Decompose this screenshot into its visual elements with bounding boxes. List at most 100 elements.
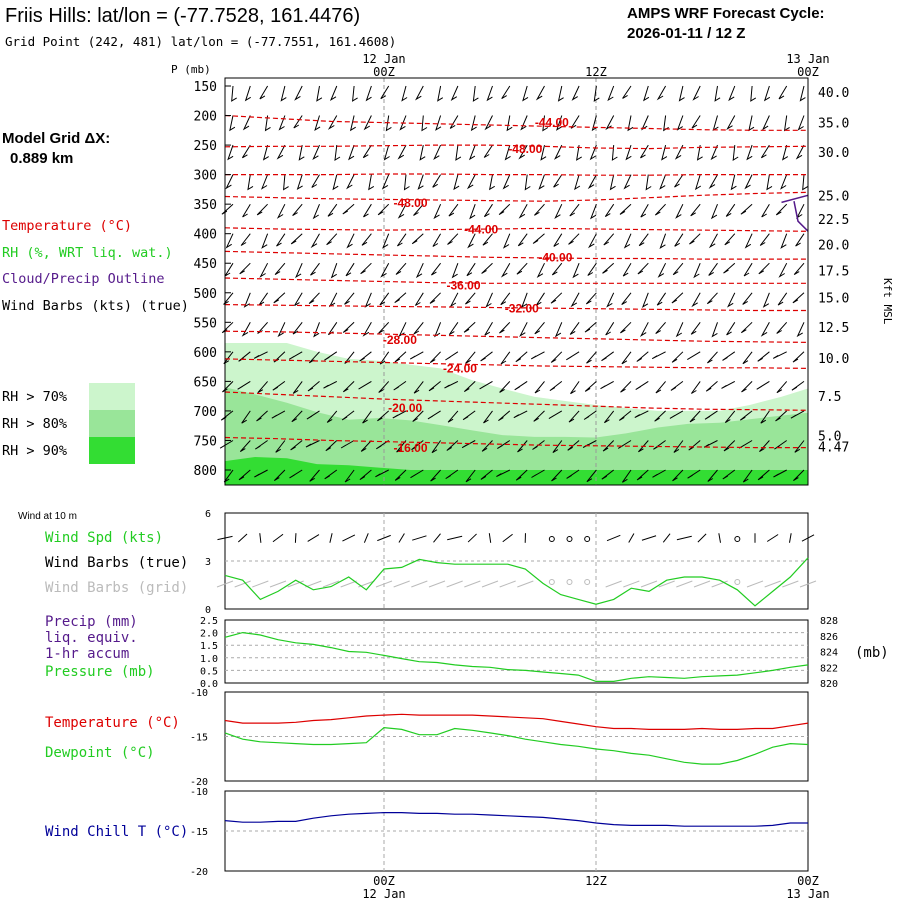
wind-barb [499,381,511,393]
wind-barb [362,410,372,424]
grid-dx-label: Model Grid ΔX: [2,130,110,147]
precip-tick-label: 0.5 [200,666,218,677]
wind-barb-grid [252,580,269,588]
wind-barb-grid [517,580,534,588]
wind-barb [639,322,649,337]
wind-barb [551,469,563,482]
wind-barb [453,174,460,191]
wind-barb [655,381,666,394]
wind-barb-true [412,535,427,541]
wind-barb-grid [605,580,622,588]
wind-barb [675,203,684,219]
wind-barb-grid [481,580,499,588]
wind-barb [501,85,511,100]
wind-barb [469,204,476,220]
wind-barb [554,322,563,338]
wind-barb [480,351,493,362]
temperature-contour-label: -44.00 [464,223,498,237]
wind-barb [515,469,528,481]
wind-barb [349,115,356,132]
wind-barb [445,469,459,480]
wind-barb [656,85,667,101]
wind-barb [272,380,286,391]
wind-barb [484,322,493,336]
wind-barb [273,292,286,304]
temperature-contour-label: -20.00 [388,401,422,415]
wind-barb [466,174,476,190]
wind-barb [231,85,237,102]
temperature-contour [224,358,809,369]
wind-barb [327,115,338,130]
dewpoint-legend: Dewpoint (°C) [45,745,155,761]
wind-barb [638,233,649,247]
temperature-tick-label: -15 [190,733,208,744]
wind-barb [499,321,511,334]
wind-barb [483,203,493,218]
wind-barb [483,410,493,424]
wind-barb [533,410,545,422]
wind-chill-tick-label: -10 [190,787,208,798]
wind-barb [672,262,684,276]
wind-barb [763,85,771,102]
wind-barb [741,381,753,393]
pressure-tick-label: 600 [194,346,217,361]
wind-barb [651,351,666,360]
wind-barb [415,85,424,101]
wind-barb [437,85,444,102]
wind-barb [623,174,632,190]
pressure-legend: Pressure (mb) [45,664,155,680]
wind-barb [346,233,355,249]
wind-barb [288,351,303,360]
wind-chill-legend: Wind Chill T (°C) [45,824,188,840]
wind-barb [621,469,632,483]
wind-barb [278,115,286,131]
wind-barb [379,292,390,306]
wind-barb [461,440,476,449]
wind-barb [589,144,597,161]
wind-barb [762,292,770,308]
wind-barb-grid [764,580,781,588]
pressure-tick-label: 150 [194,80,217,95]
wind-barb [396,233,407,247]
wind-barb-true [307,534,320,542]
wind-barb [294,85,303,101]
wind-barb [726,115,736,131]
pressure-tick-label: 820 [820,679,838,690]
wind-barb [414,292,424,306]
wind-barb [635,380,649,391]
wind-barb [397,203,407,219]
temperature-dewpoint-panel: -10 -15 -20 [190,688,809,788]
pressure-tick-label: 350 [194,198,217,213]
wind-barb [368,174,375,191]
wind-barb [796,322,805,338]
wind-barb [555,115,563,131]
wind-barb [449,115,459,129]
calm-wind-marker-grid [566,579,573,585]
wind-barb [620,381,632,393]
wind-barb [481,262,493,274]
wind-barb [744,233,753,249]
temperature-contour [224,227,809,232]
wind-barb-grid [782,580,799,588]
wind-barb [346,174,355,190]
wind-barb [325,440,338,452]
wind-barb [570,381,580,395]
wind-barb [311,174,320,188]
pressure-tick-label: 826 [820,632,838,643]
wind-barb [397,144,407,160]
wind-barb [313,322,320,338]
wind-barb [672,469,684,482]
wind-barb [778,262,788,278]
wind-barb [645,174,652,191]
wind-barb-true [342,534,356,542]
wind-barb [742,469,753,483]
wind-barb [567,440,580,451]
temperature-contour-label: -28.00 [383,333,417,347]
time-height-panel: -44.00 -48.00 -48.00 -44.00 -40.00 -36.00 -32.… [194,77,849,486]
wind-barb [739,410,753,421]
wind-barb-grid [640,580,658,588]
wind-barb [760,322,770,337]
wind-barb-grid [658,580,675,588]
wind-barb [291,410,303,423]
wind-barb [310,233,320,249]
